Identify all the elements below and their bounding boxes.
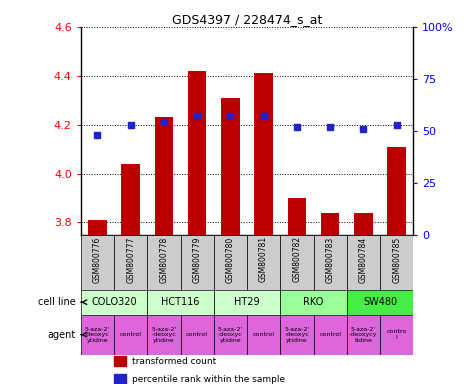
Bar — [321, 213, 339, 235]
Bar — [247, 235, 280, 290]
Text: 5-aza-2'
-deoxyc
ytidine: 5-aza-2' -deoxyc ytidine — [85, 327, 110, 343]
Bar — [221, 98, 239, 235]
Text: transformed count: transformed count — [132, 357, 217, 366]
Point — [260, 113, 267, 119]
Text: HCT116: HCT116 — [162, 297, 199, 307]
Text: GSM800782: GSM800782 — [293, 236, 301, 283]
Bar — [114, 356, 125, 366]
Bar — [155, 118, 173, 235]
Bar — [280, 235, 314, 290]
Bar — [114, 235, 147, 290]
Text: GSM800778: GSM800778 — [160, 236, 168, 283]
Bar — [347, 235, 380, 290]
Text: control: control — [319, 332, 341, 337]
Point — [360, 126, 367, 132]
Text: RKO: RKO — [304, 297, 323, 307]
Text: contro
l: contro l — [387, 329, 407, 340]
Text: GSM800785: GSM800785 — [392, 236, 401, 283]
Bar — [147, 235, 180, 290]
Bar — [147, 290, 214, 314]
Bar — [81, 290, 147, 314]
Bar — [88, 220, 106, 235]
Text: cell line: cell line — [38, 297, 76, 307]
Text: control: control — [186, 332, 208, 337]
Text: 5-aza-2'
-deoxycy
tidine: 5-aza-2' -deoxycy tidine — [349, 327, 378, 343]
Bar — [314, 314, 347, 355]
Text: COLO320: COLO320 — [91, 297, 137, 307]
Bar — [247, 314, 280, 355]
Bar — [354, 213, 372, 235]
Bar — [180, 235, 214, 290]
Text: GSM800784: GSM800784 — [359, 236, 368, 283]
Bar — [288, 198, 306, 235]
Point — [293, 124, 301, 130]
Text: GSM800779: GSM800779 — [193, 236, 201, 283]
Bar — [314, 235, 347, 290]
Title: GDS4397 / 228474_s_at: GDS4397 / 228474_s_at — [172, 13, 322, 26]
Bar — [180, 314, 214, 355]
Text: HT29: HT29 — [234, 297, 260, 307]
Bar — [114, 374, 125, 384]
Text: agent: agent — [48, 329, 76, 340]
Bar — [388, 147, 406, 235]
Bar — [188, 71, 206, 235]
Text: percentile rank within the sample: percentile rank within the sample — [132, 374, 285, 384]
Text: 5-aza-2'
-deoxyc
ytidine: 5-aza-2' -deoxyc ytidine — [218, 327, 243, 343]
Text: GSM800781: GSM800781 — [259, 236, 268, 283]
Text: SW480: SW480 — [363, 297, 397, 307]
Point — [227, 113, 234, 119]
Text: GSM800780: GSM800780 — [226, 236, 235, 283]
Bar — [255, 73, 273, 235]
Text: GSM800776: GSM800776 — [93, 236, 102, 283]
Point — [160, 119, 168, 126]
Bar — [122, 164, 140, 235]
Bar — [114, 314, 147, 355]
Text: GSM800783: GSM800783 — [326, 236, 334, 283]
Bar — [214, 235, 247, 290]
Bar — [380, 314, 413, 355]
Bar — [214, 290, 280, 314]
Bar — [214, 314, 247, 355]
Point — [94, 132, 101, 138]
Bar — [280, 290, 347, 314]
Bar — [280, 314, 314, 355]
Bar — [347, 314, 380, 355]
Text: control: control — [120, 332, 142, 337]
Bar — [81, 314, 114, 355]
Point — [193, 113, 201, 119]
Point — [326, 124, 334, 130]
Text: control: control — [253, 332, 275, 337]
Text: 5-aza-2'
-deoxyc
ytidine: 5-aza-2' -deoxyc ytidine — [151, 327, 177, 343]
Bar — [347, 290, 413, 314]
Bar — [81, 235, 114, 290]
Text: GSM800777: GSM800777 — [126, 236, 135, 283]
Point — [393, 121, 400, 127]
Bar — [380, 235, 413, 290]
Text: 5-aza-2'
-deoxyc
ytidine: 5-aza-2' -deoxyc ytidine — [284, 327, 310, 343]
Bar — [147, 314, 180, 355]
Point — [127, 121, 134, 127]
